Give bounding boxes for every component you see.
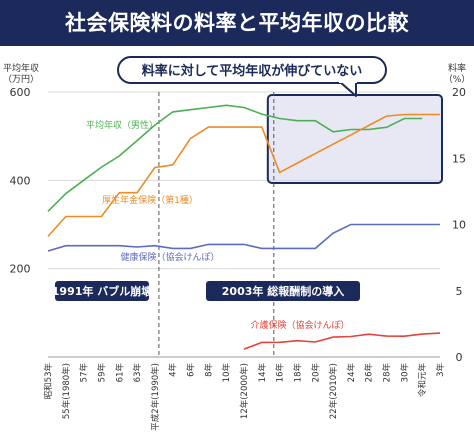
- income-series-label: 平均年収（男性）: [86, 119, 158, 131]
- pension-line: [47, 113, 440, 237]
- pension-series-label: 厚生年金保険（第1種）: [102, 194, 198, 206]
- x-tick-label: 57年: [79, 363, 90, 383]
- x-tick-label: 63年: [132, 363, 143, 383]
- left-axis-label: 平均年収: [3, 62, 39, 74]
- left-tick-label: 600: [10, 86, 31, 99]
- x-tick-label: 4年: [168, 363, 179, 377]
- x-tick-label: 8年: [203, 363, 214, 377]
- left-tick-label: 200: [10, 263, 31, 276]
- callout-text: 料率に対して平均年収が伸びていない: [142, 63, 363, 79]
- x-tick-label: 24年: [346, 363, 357, 383]
- right-tick-label: 5: [456, 285, 463, 298]
- right-axis-unit: （%）: [444, 74, 471, 85]
- right-axis-label: 料率: [448, 62, 466, 74]
- event-box-2: [206, 281, 360, 301]
- x-tick-label: 令和元年: [417, 363, 428, 398]
- x-tick-label: 10年: [221, 363, 232, 383]
- x-tick-label: 14年: [257, 363, 268, 383]
- left-axis-unit: （万円）: [3, 74, 39, 85]
- care-series-label: 介護保険（協会けんぽ）: [250, 319, 349, 331]
- right-tick-label: 10: [452, 219, 466, 232]
- x-tick-label: 20年: [310, 363, 321, 383]
- x-tick-label: 26年: [364, 363, 375, 383]
- x-tick-label: 61年: [114, 363, 125, 383]
- right-tick-label: 0: [456, 351, 463, 364]
- x-tick-label: 16年: [275, 363, 286, 383]
- event-box-1: [55, 281, 149, 301]
- x-tick-label: 28年: [382, 363, 393, 383]
- callout-pointer: [339, 81, 357, 97]
- x-tick-label: 22年(2010年): [328, 363, 339, 419]
- care-line: [243, 332, 441, 350]
- right-tick-label: 20: [452, 86, 466, 99]
- x-tick-label: 18年: [292, 363, 303, 383]
- callout-box: [117, 56, 387, 84]
- x-tick-label: 59年: [96, 363, 107, 383]
- page-title: 社会保険料の料率と平均年収の比較: [0, 0, 474, 46]
- event-label-1: 1991年 バブル崩壊: [52, 284, 153, 298]
- x-tick-label: 昭和53年: [43, 363, 54, 400]
- left-tick-label: 400: [10, 174, 31, 187]
- x-tick-label: 6年: [186, 363, 197, 377]
- right-tick-label: 15: [452, 152, 466, 165]
- x-tick-label: 55年(1980年): [61, 363, 72, 419]
- x-tick-label: 30年: [399, 363, 410, 383]
- callout-pointer-mask: [339, 80, 357, 83]
- x-tick-label: 3年: [435, 363, 446, 377]
- highlight-box: [266, 94, 443, 184]
- event-label-2: 2003年 総報酬制の導入: [222, 284, 344, 298]
- health-line: [47, 223, 440, 252]
- x-tick-label: 平成2年(1990年): [150, 363, 161, 431]
- health-series-label: 健康保険（協会けんぽ）: [120, 251, 219, 263]
- x-tick-label: 12年(2000年): [239, 363, 250, 419]
